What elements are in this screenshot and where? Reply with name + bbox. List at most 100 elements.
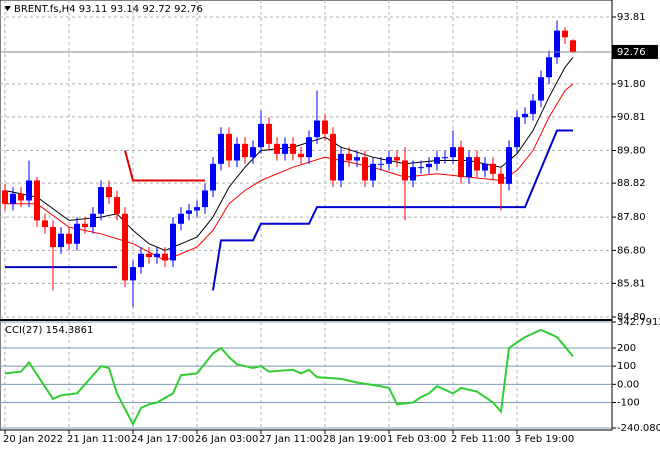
x-tick-label: 20 Jan 2022 [3, 434, 63, 445]
candle-body [482, 163, 488, 171]
candle-body [130, 267, 136, 281]
candle-body [570, 40, 576, 52]
candle-body [466, 157, 472, 178]
x-tick-label: 2 Feb 11:00 [451, 434, 510, 445]
candle-body [82, 223, 88, 228]
candle-body [546, 57, 552, 78]
candle-body [498, 173, 504, 184]
candle-body [194, 207, 200, 211]
indicator-value: 154.3861 [46, 325, 94, 336]
y-tick-label: 89.80 [617, 146, 646, 157]
close: 92.76 [174, 4, 203, 15]
candle-body [242, 143, 248, 158]
candle-body [474, 157, 480, 171]
candle-body [122, 213, 128, 281]
candle-body [202, 190, 208, 208]
candle-body [562, 30, 568, 38]
candle-body [42, 220, 48, 228]
candle-body [274, 143, 280, 154]
candle-body [98, 187, 104, 214]
candle-body [154, 253, 160, 258]
candle-body [178, 213, 184, 224]
overlay-line [124, 150, 205, 182]
candle-body [402, 160, 408, 181]
candle-body [74, 223, 80, 244]
candle-body [370, 163, 376, 181]
candle-body [538, 77, 544, 101]
candle-body [514, 117, 520, 148]
symbol: BRENT.fs,H4 [14, 4, 76, 15]
x-tick-label: 27 Jan 11:00 [259, 434, 322, 445]
candle-body [306, 137, 312, 158]
y-tick-label: 91.80 [617, 79, 646, 90]
y-tick-label: 84.80 [617, 312, 646, 323]
candle-body [442, 157, 448, 159]
y-tick-label: -240.080 [617, 423, 660, 434]
x-tick-label: 26 Jan 03:00 [195, 434, 258, 445]
y-tick-label: 85.81 [617, 278, 646, 289]
candle-body [234, 143, 240, 161]
y-tick-label: 0.00 [617, 379, 639, 390]
y-tick-label: 90.81 [617, 112, 646, 123]
y-tick-label: 100 [617, 361, 636, 372]
candle-body [186, 210, 192, 214]
candle-body [114, 197, 120, 214]
candle-body [530, 100, 536, 114]
candle-body [506, 147, 512, 184]
candle-body [458, 147, 464, 178]
low: 92.72 [142, 4, 171, 15]
candle-body [418, 167, 424, 169]
candle-body [50, 227, 56, 248]
candle-body [554, 30, 560, 58]
candle-body [218, 133, 224, 164]
candle-body [434, 157, 440, 164]
candle-body [162, 253, 168, 261]
candle-body [394, 157, 400, 161]
candle-body [354, 157, 360, 161]
x-tick-label: 28 Jan 19:00 [323, 434, 386, 445]
price-label: 92.76 [617, 47, 646, 58]
candle-body [2, 190, 8, 204]
candle-body [362, 157, 368, 181]
y-tick-label: 86.80 [617, 245, 646, 256]
candle-body [450, 147, 456, 158]
high: 93.14 [111, 4, 140, 15]
candle-body [282, 143, 288, 154]
candle-body [322, 120, 328, 134]
candle-body [250, 147, 256, 158]
x-tick-label: 1 Feb 03:00 [387, 434, 446, 445]
candle-body [226, 133, 232, 161]
candle-body [146, 253, 152, 258]
candle-body [58, 233, 64, 248]
x-tick-label: 24 Jan 17:00 [131, 434, 194, 445]
y-tick-label: 93.81 [617, 12, 646, 23]
candle-body [26, 180, 32, 201]
y-tick-label: -100 [617, 398, 640, 409]
candle-body [66, 233, 72, 244]
candle-body [410, 167, 416, 181]
indicator-line [4, 328, 574, 427]
candle-body [330, 133, 336, 181]
symbol-marker [4, 6, 11, 11]
candle-body [298, 153, 304, 158]
open: 93.11 [79, 4, 108, 15]
candle-body [378, 163, 384, 165]
candle-body [210, 163, 216, 191]
price-box [612, 44, 658, 59]
candle-body [290, 143, 296, 154]
y-tick-label: 88.82 [617, 178, 646, 189]
candle-body [170, 223, 176, 261]
candle-body [346, 153, 352, 161]
candle-body [34, 180, 40, 221]
y-tick-label: 200 [617, 343, 636, 354]
candle-body [10, 193, 16, 204]
candle-body [426, 163, 432, 168]
chart-header: BRENT.fs,H4 93.11 93.14 92.72 92.76 [14, 4, 203, 15]
y-tick-label: 87.80 [617, 212, 646, 223]
candle-body [490, 163, 496, 174]
x-tick-label: 21 Jan 11:00 [67, 434, 130, 445]
candle-body [90, 213, 96, 228]
candle-body [138, 253, 144, 268]
